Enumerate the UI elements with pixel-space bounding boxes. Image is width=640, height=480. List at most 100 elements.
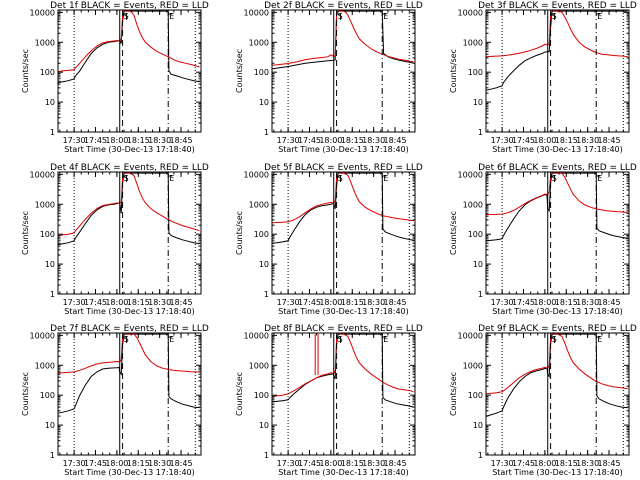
y-tick-label: 1 <box>264 128 269 137</box>
x-tick-label: 18:15 <box>555 459 578 468</box>
end-marker-label: E <box>597 12 602 21</box>
x-tick-label: 17:30 <box>491 298 514 307</box>
y-tick-label: 1 <box>264 451 269 460</box>
y-tick-label: 10 <box>45 98 55 107</box>
y-tick-label: 1000 <box>249 38 269 47</box>
panel-title: Det 5f BLACK = Events, RED = LLD <box>264 163 423 173</box>
y-tick-label: 1 <box>50 451 55 460</box>
x-tick-label: 17:45 <box>298 459 321 468</box>
x-tick-label: 18:00 <box>533 459 556 468</box>
y-tick-label: 100 <box>468 391 483 400</box>
x-tick-label: 18:30 <box>148 136 171 145</box>
y-tick-label: 10000 <box>244 8 269 17</box>
series-line-lld <box>58 10 200 73</box>
x-tick-label: 18:15 <box>127 459 150 468</box>
y-tick-label: 1000 <box>35 200 55 209</box>
x-tick-label: 17:45 <box>84 298 107 307</box>
panel-title: Det 7f BLACK = Events, RED = LLD <box>50 324 209 334</box>
start-marker <box>550 13 556 20</box>
y-tick-label: 10 <box>473 421 483 430</box>
plot-frame <box>57 171 202 295</box>
y-axis-label: Counts/sec <box>449 372 458 416</box>
x-tick-label: 18:00 <box>533 298 556 307</box>
x-tick-label: 18:30 <box>362 459 385 468</box>
start-marker-label: S <box>552 335 557 344</box>
y-tick-label: 100 <box>40 230 55 239</box>
start-marker-label: S <box>338 174 343 183</box>
x-tick-label: 18:30 <box>148 459 171 468</box>
x-tick-label: 18:15 <box>555 136 578 145</box>
y-tick-label: 10 <box>45 260 55 269</box>
x-tick-label: 18:15 <box>341 298 364 307</box>
y-axis-label: Counts/sec <box>21 49 30 93</box>
start-marker-label: S <box>124 12 129 21</box>
x-tick-label: 17:30 <box>491 459 514 468</box>
end-marker-label: E <box>597 174 602 183</box>
y-tick-label: 1000 <box>249 200 269 209</box>
start-marker-label: S <box>552 174 557 183</box>
start-marker <box>336 175 342 182</box>
y-tick-label: 1 <box>50 290 55 299</box>
x-axis-label: Start Time (30-Dec-13 17:18:40) <box>278 307 409 316</box>
y-tick-label: 1000 <box>463 200 483 209</box>
series-line-lld <box>486 333 628 395</box>
x-tick-label: 18:45 <box>384 136 407 145</box>
y-axis-label: Counts/sec <box>21 211 30 255</box>
end-marker-label: E <box>597 335 602 344</box>
x-axis-label: Start Time (30-Dec-13 17:18:40) <box>64 145 195 154</box>
x-tick-label: 18:45 <box>170 136 193 145</box>
x-tick-label: 18:30 <box>148 298 171 307</box>
start-marker <box>550 175 556 182</box>
series-line-lld <box>272 333 414 398</box>
y-tick-label: 10 <box>259 98 269 107</box>
x-axis-label: Start Time (30-Dec-13 17:18:40) <box>64 468 195 477</box>
plot-frame <box>485 9 630 133</box>
y-axis-label: Counts/sec <box>235 372 244 416</box>
x-axis-label: Start Time (30-Dec-13 17:18:40) <box>278 145 409 154</box>
y-tick-label: 1 <box>50 128 55 137</box>
end-marker-label: E <box>383 12 388 21</box>
end-marker-label: E <box>383 174 388 183</box>
y-tick-label: 1000 <box>35 361 55 370</box>
y-tick-label: 1000 <box>249 361 269 370</box>
y-tick-label: 10 <box>259 260 269 269</box>
y-tick-label: 1 <box>478 290 483 299</box>
x-tick-label: 17:30 <box>63 136 86 145</box>
x-tick-label: 17:45 <box>84 136 107 145</box>
start-marker <box>122 13 128 20</box>
plot-frame <box>271 9 416 133</box>
x-tick-label: 17:30 <box>491 136 514 145</box>
y-tick-label: 10 <box>45 421 55 430</box>
series-line-lld <box>58 333 200 374</box>
y-tick-label: 10000 <box>458 8 483 17</box>
x-tick-label: 18:30 <box>362 136 385 145</box>
panel-plot-area <box>58 10 200 84</box>
panel-title: Det 3f BLACK = Events, RED = LLD <box>478 1 637 11</box>
x-tick-label: 18:45 <box>598 459 621 468</box>
y-tick-label: 100 <box>468 68 483 77</box>
y-tick-label: 100 <box>468 230 483 239</box>
end-marker-label: E <box>169 335 174 344</box>
panel-title: Det 8f BLACK = Events, RED = LLD <box>264 324 423 334</box>
start-marker <box>550 336 556 343</box>
x-tick-label: 18:15 <box>127 136 150 145</box>
series-line-lld <box>58 172 200 237</box>
y-axis-label: Counts/sec <box>235 211 244 255</box>
x-tick-label: 18:30 <box>576 298 599 307</box>
panel-title: Det 1f BLACK = Events, RED = LLD <box>50 1 209 11</box>
y-tick-label: 10000 <box>30 8 55 17</box>
x-tick-label: 17:30 <box>277 136 300 145</box>
y-tick-label: 1000 <box>463 361 483 370</box>
x-axis-label: Start Time (30-Dec-13 17:18:40) <box>64 307 195 316</box>
end-marker-label: E <box>383 335 388 344</box>
start-marker <box>122 175 128 182</box>
y-axis-label: Counts/sec <box>21 372 30 416</box>
